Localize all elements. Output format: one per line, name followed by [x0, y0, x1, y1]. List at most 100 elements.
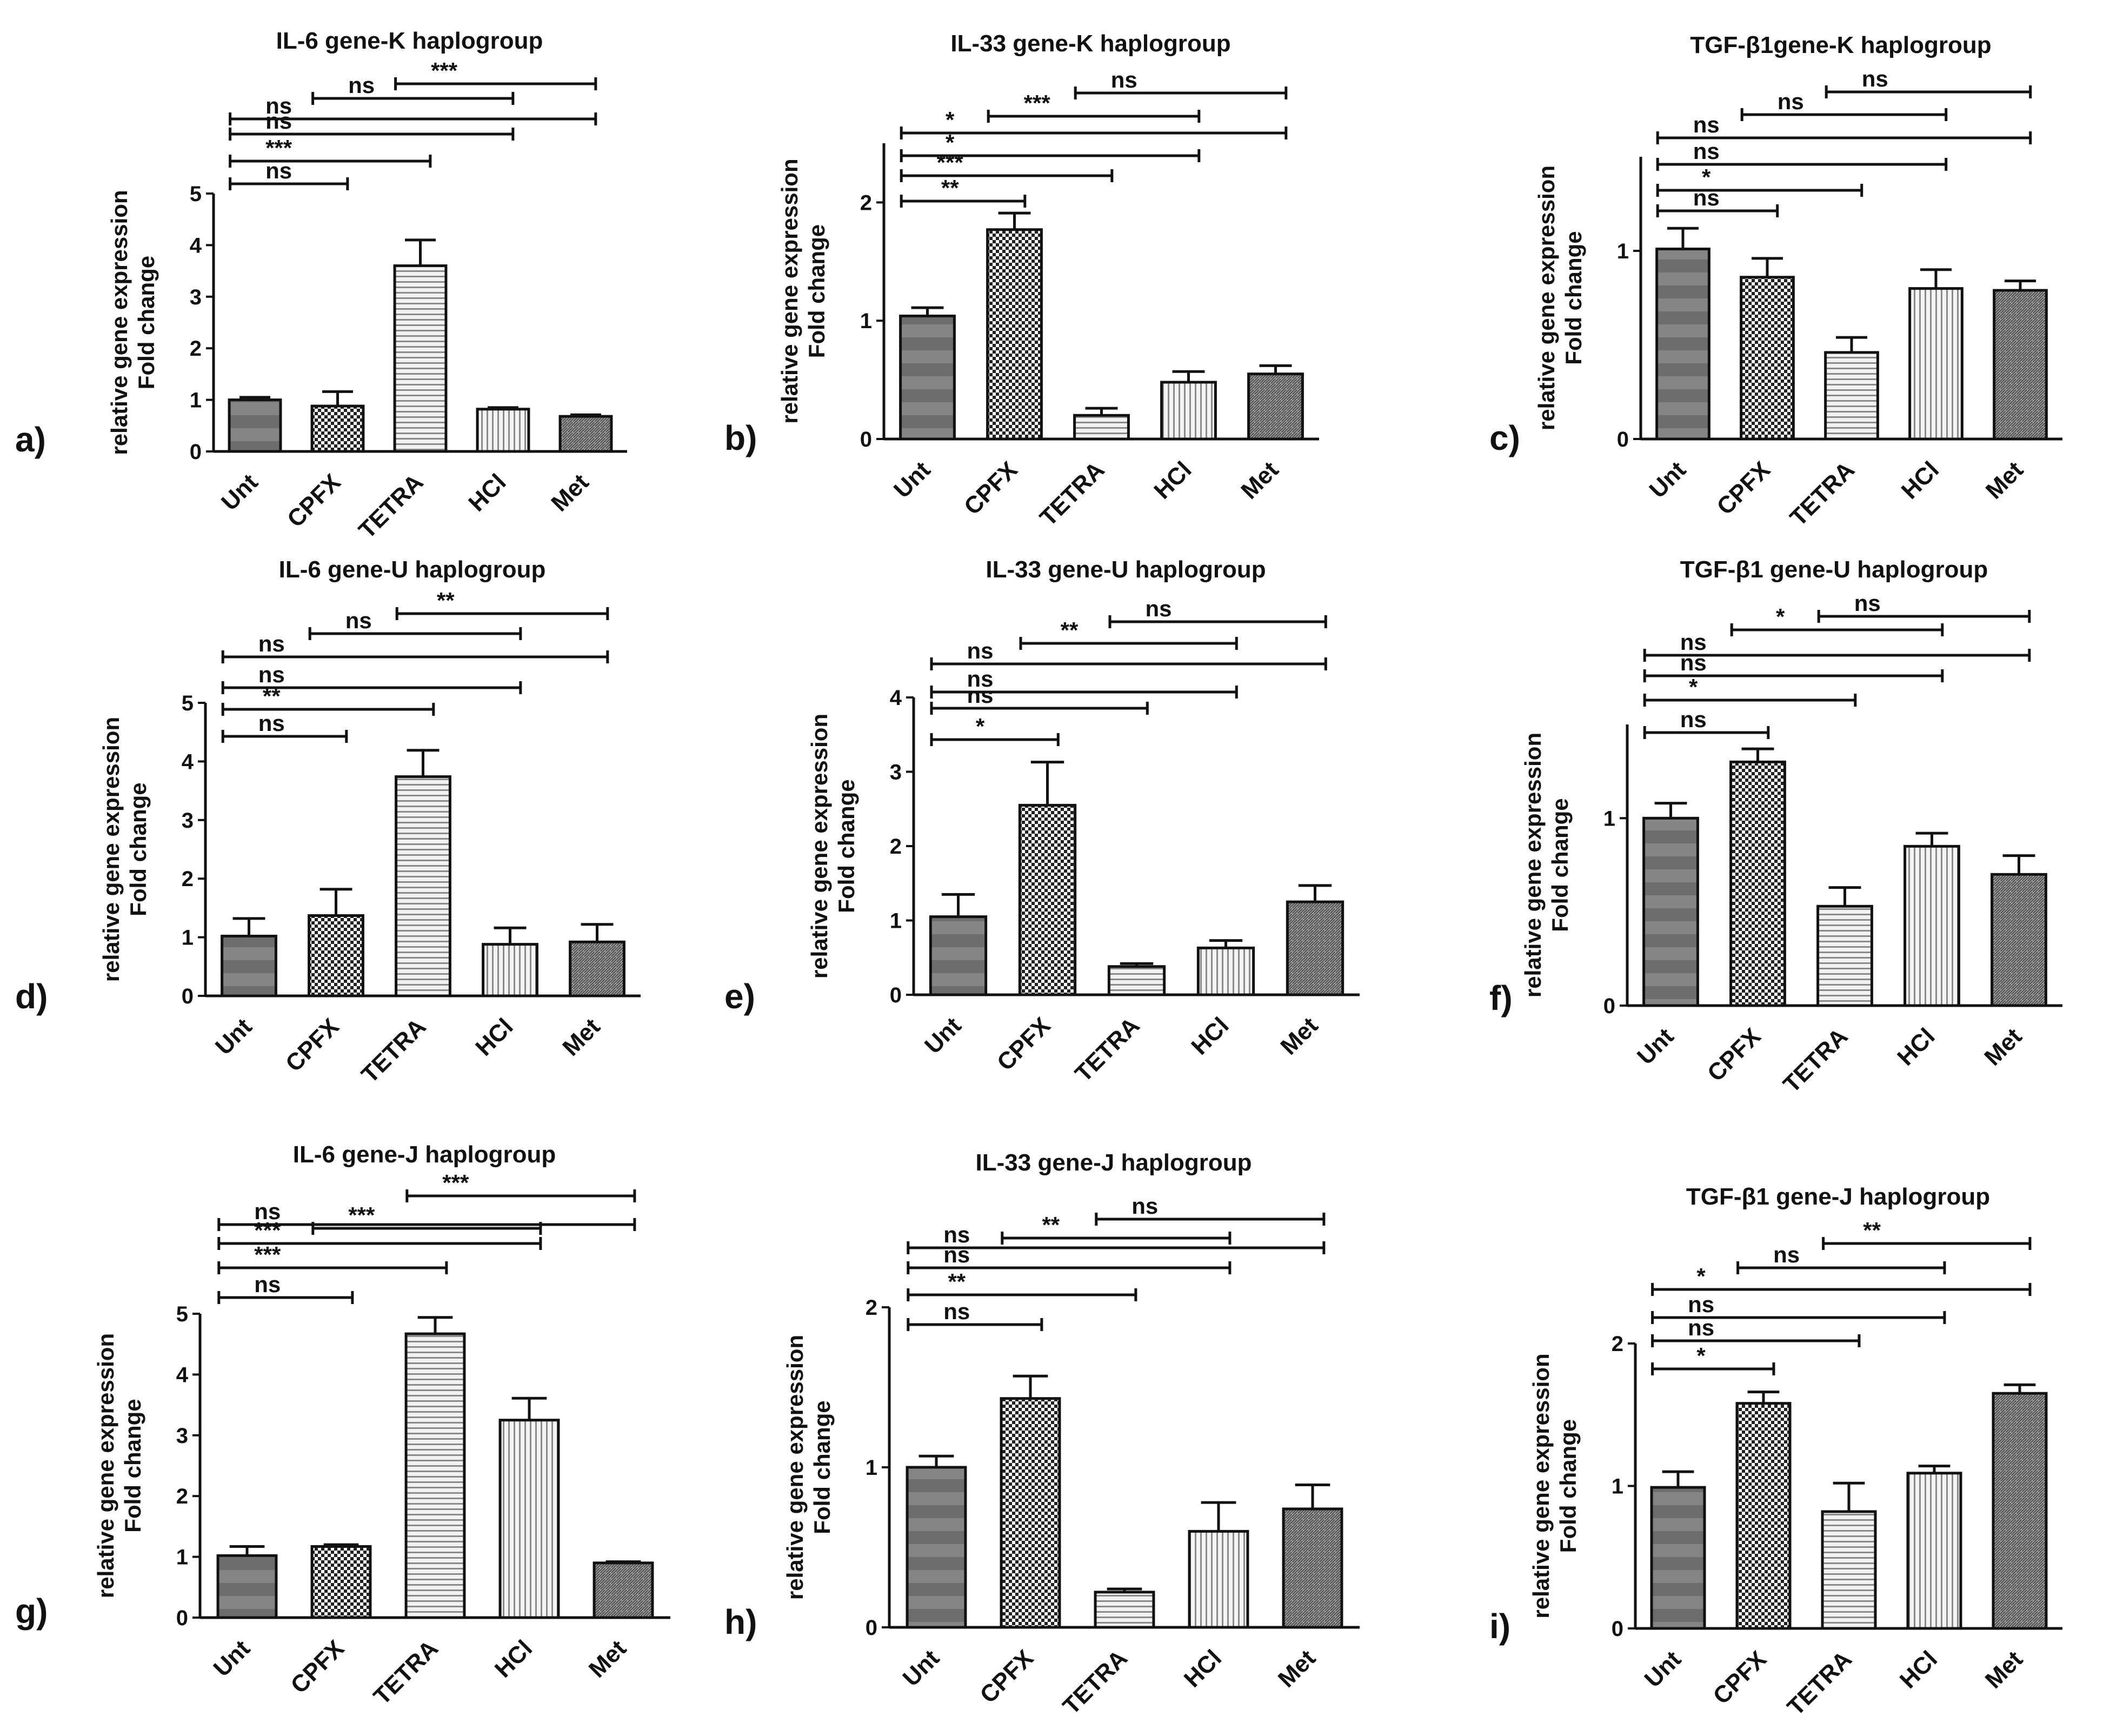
y-tick-label: 1 — [1603, 807, 1615, 830]
x-tick-label: HCl — [463, 469, 511, 516]
y-tick-label: 1 — [190, 389, 202, 413]
significance-label: ** — [1061, 617, 1079, 643]
x-tick-label: HCl — [1186, 1012, 1234, 1060]
y-axis-label: relative gene expression — [807, 714, 832, 979]
bar-unt — [929, 915, 988, 996]
x-tick-label: CPFX — [282, 469, 346, 533]
significance-label: *** — [442, 1170, 469, 1195]
significance-label: * — [1696, 1263, 1706, 1289]
y-tick-label: 4 — [182, 750, 194, 774]
significance-label: ** — [1863, 1218, 1881, 1243]
significance-label: ** — [941, 175, 959, 201]
y-axis-label: relative gene expression — [107, 190, 132, 455]
x-tick-label: CPFX — [1712, 456, 1775, 520]
y-axis-label: relative gene expression — [98, 717, 124, 982]
significance-label: ns — [967, 682, 993, 708]
significance-label: ns — [258, 710, 285, 736]
y-axis-label: relative gene expression — [1534, 165, 1559, 430]
bar-cpfx — [1735, 1402, 1792, 1630]
chart-title: IL-6 gene-U haplogroup — [279, 556, 546, 583]
chart-title: TGF-β1gene-K haplogroup — [1690, 32, 1991, 58]
significance-label: ns — [967, 666, 993, 691]
y-axis-label: relative gene expression — [777, 158, 802, 423]
significance-label: ns — [258, 631, 285, 656]
x-tick-label: Met — [584, 1635, 631, 1682]
x-tick-label: CPFX — [1708, 1646, 1772, 1710]
y-tick-label: 1 — [890, 909, 902, 933]
bar-met — [1282, 1507, 1343, 1629]
y-tick-label: 3 — [890, 761, 902, 784]
bar-cpfx — [986, 228, 1043, 441]
bar-hcl — [476, 408, 530, 453]
significance-label: ns — [1688, 1315, 1714, 1340]
bar-met — [569, 940, 625, 997]
panel-label: b) — [724, 418, 757, 457]
bar-cpfx — [1729, 760, 1786, 1007]
chart-panel-9: TGF-β1 gene-J haplogroup i) relative gene … — [1489, 1183, 2062, 1721]
x-tick-label: TETRA — [1070, 1012, 1144, 1087]
x-tick-label: TETRA — [1782, 1646, 1857, 1720]
bar-hcl — [1196, 946, 1255, 996]
bar-hcl — [1188, 1529, 1249, 1629]
y-tick-label: 0 — [860, 428, 872, 451]
bar-unt — [221, 934, 277, 997]
significance-label: ** — [1042, 1212, 1060, 1238]
significance-label: * — [946, 107, 955, 132]
x-tick-label: TETRA — [1035, 456, 1109, 531]
significance-label: * — [1702, 164, 1711, 190]
chart-panel-2: IL-33 gene-K haplogroup b) relative gene e… — [724, 30, 1319, 531]
bar-cpfx — [1000, 1397, 1061, 1629]
y-tick-label: 0 — [182, 985, 194, 1008]
significance-label: *** — [254, 1218, 281, 1243]
bar-met — [593, 1561, 654, 1619]
bar-cpfx — [308, 914, 364, 997]
x-tick-label: TETRA — [1058, 1645, 1133, 1719]
y-axis-label: Fold change — [134, 256, 159, 389]
x-tick-label: Unt — [898, 1645, 945, 1692]
y-tick-label: 0 — [866, 1616, 877, 1640]
bar-met — [1993, 289, 2048, 441]
x-tick-label: HCl — [1895, 1646, 1942, 1693]
chart-title: IL-33 gene-U haplogroup — [986, 556, 1266, 583]
bar-hcl — [1160, 381, 1217, 441]
x-tick-label: HCl — [1149, 456, 1196, 504]
y-tick-label: 3 — [190, 285, 202, 309]
x-tick-label: CPFX — [1702, 1023, 1766, 1087]
bar-unt — [1642, 816, 1699, 1007]
bar-cpfx — [1018, 803, 1077, 996]
x-tick-label: TETRA — [1778, 1023, 1853, 1098]
significance-label: ** — [948, 1269, 966, 1294]
significance-label: ns — [1145, 596, 1172, 621]
chart-panel-8: IL-33 gene-J haplogroup h) relative gene e… — [724, 1149, 1360, 1720]
significance-label: *** — [431, 58, 458, 83]
bar-met — [1286, 900, 1344, 996]
y-axis-label: Fold change — [834, 779, 859, 913]
y-tick-label: 2 — [890, 835, 902, 859]
x-tick-label: CPFX — [992, 1012, 1056, 1076]
y-tick-label: 0 — [890, 983, 902, 1007]
bar-met — [558, 415, 613, 453]
y-axis-label: Fold change — [804, 224, 829, 358]
significance-label: ns — [943, 1242, 970, 1267]
y-tick-label: 4 — [190, 234, 202, 257]
chart-title: TGF-β1 gene-J haplogroup — [1686, 1183, 1990, 1210]
significance-label: * — [1689, 674, 1698, 700]
y-axis-label: relative gene expression — [1528, 1353, 1554, 1618]
x-tick-label: HCl — [490, 1635, 537, 1682]
y-tick-label: 2 — [176, 1485, 188, 1508]
bar-tetra — [1824, 351, 1879, 441]
significance-label: * — [1696, 1343, 1706, 1368]
x-tick-label: Met — [1981, 456, 2028, 504]
bar-hcl — [1908, 287, 1963, 441]
significance-label: ns — [1862, 66, 1888, 91]
y-tick-label: 4 — [890, 686, 902, 710]
bar-unt — [1650, 1486, 1706, 1630]
y-axis-label: Fold change — [1547, 798, 1573, 932]
significance-label: ns — [1688, 1292, 1714, 1317]
bar-met — [1992, 1392, 2048, 1630]
bar-tetra — [1821, 1510, 1877, 1630]
x-tick-label: TETRA — [356, 1013, 431, 1088]
y-tick-label: 0 — [190, 440, 202, 464]
significance-label: *** — [1024, 90, 1051, 116]
